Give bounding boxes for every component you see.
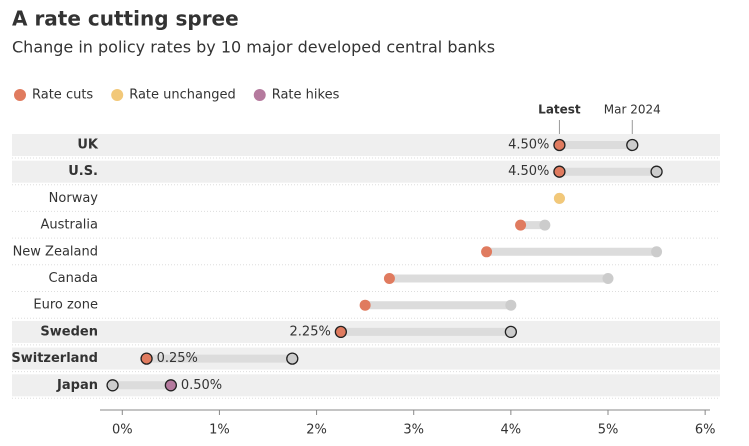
chart-subtitle: Change in policy rates by 10 major devel…: [12, 38, 495, 57]
category-label: Switzerland: [11, 351, 98, 366]
x-tick-label: 1%: [209, 423, 230, 438]
x-tick-label: 2%: [306, 423, 327, 438]
latest-dot: [164, 379, 178, 392]
latest-dot: [481, 246, 493, 258]
latest-dot: [553, 138, 566, 152]
series-header: Latest: [538, 103, 581, 117]
value-label: 4.50%: [508, 164, 549, 179]
latest-dot: [515, 219, 527, 231]
legend-label: Rate unchanged: [129, 88, 236, 103]
latest-dot: [140, 352, 153, 365]
chart-title: A rate cutting spree: [12, 7, 239, 31]
category-label: New Zealand: [13, 244, 98, 259]
latest-dot: [553, 192, 565, 204]
value-label: 0.25%: [157, 351, 198, 366]
latest-dot: [383, 273, 395, 284]
x-tick-label: 6%: [695, 423, 716, 438]
previous-dot: [626, 138, 639, 152]
category-label: UK: [77, 138, 99, 153]
category-label: Canada: [49, 271, 98, 286]
previous-dot: [602, 273, 614, 284]
previous-dot: [504, 325, 518, 339]
legend-label: Rate cuts: [32, 88, 93, 103]
category-label: Sweden: [40, 324, 98, 339]
latest-dot: [359, 299, 371, 311]
value-label: 0.50%: [181, 378, 222, 393]
value-label: 2.25%: [290, 324, 331, 339]
previous-dot: [539, 219, 551, 231]
previous-dot: [650, 165, 663, 178]
latest-dot: [334, 325, 348, 339]
category-label: Norway: [49, 191, 99, 206]
row-band: [12, 134, 720, 156]
row-band: [12, 347, 720, 370]
row-band: [12, 160, 720, 183]
legend-swatch: [111, 89, 124, 101]
value-label: 4.50%: [508, 138, 549, 153]
legend-swatch: [253, 89, 266, 101]
legend-swatch: [14, 89, 26, 101]
previous-dot: [651, 246, 663, 258]
x-tick-label: 4%: [501, 423, 522, 438]
x-tick-label: 5%: [598, 423, 619, 438]
legend-label: Rate hikes: [272, 88, 340, 103]
category-label: Japan: [56, 378, 98, 393]
previous-dot: [505, 299, 517, 311]
row-band: [12, 374, 720, 397]
x-tick-label: 3%: [403, 423, 424, 438]
previous-dot: [286, 352, 299, 365]
series-header: Mar 2024: [604, 103, 661, 117]
category-label: Australia: [40, 218, 98, 233]
previous-dot: [106, 379, 119, 392]
category-label: U.S.: [68, 164, 98, 179]
category-label: Euro zone: [33, 298, 98, 313]
x-tick-label: 0%: [112, 423, 133, 438]
latest-dot: [553, 165, 566, 178]
